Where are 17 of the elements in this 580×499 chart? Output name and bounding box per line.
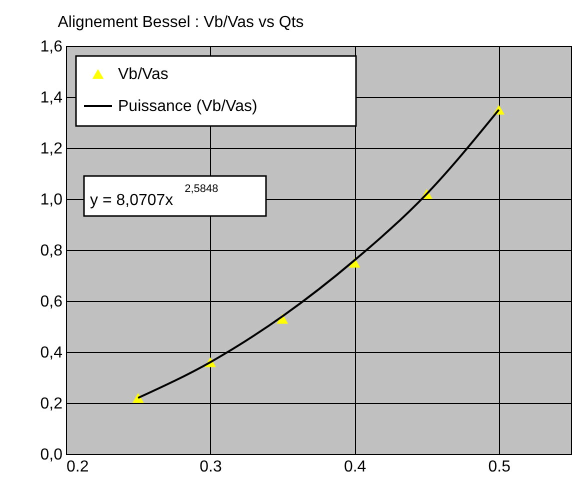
y-tick-label: 0,4 (40, 344, 63, 362)
y-tick-label: 1,6 (40, 38, 63, 56)
y-tick-label: 1,2 (40, 140, 63, 158)
legend-label: Vb/Vas (118, 66, 168, 83)
y-tick-label: 0,0 (40, 446, 63, 464)
y-tick-label: 1,4 (40, 90, 63, 106)
y-tick-label: 0,6 (40, 294, 63, 310)
legend-label: Puissance (Vb/Vas) (118, 98, 258, 115)
annotation: y = 8,0707x2,5848 (90, 183, 218, 209)
y-tick-label: 1,0 (40, 192, 63, 208)
x-tick-label: 0.5 (488, 458, 511, 476)
y-tick-label: 0,8 (40, 242, 63, 260)
x-tick-label: 0.4 (344, 458, 366, 476)
x-tick-label: 0.2 (66, 458, 89, 476)
y-tick-label: 0,2 (40, 396, 63, 412)
chart-title: Alignement Bessel : Vb/Vas vs Qts (58, 14, 304, 31)
x-tick-label: 0.3 (200, 458, 222, 476)
